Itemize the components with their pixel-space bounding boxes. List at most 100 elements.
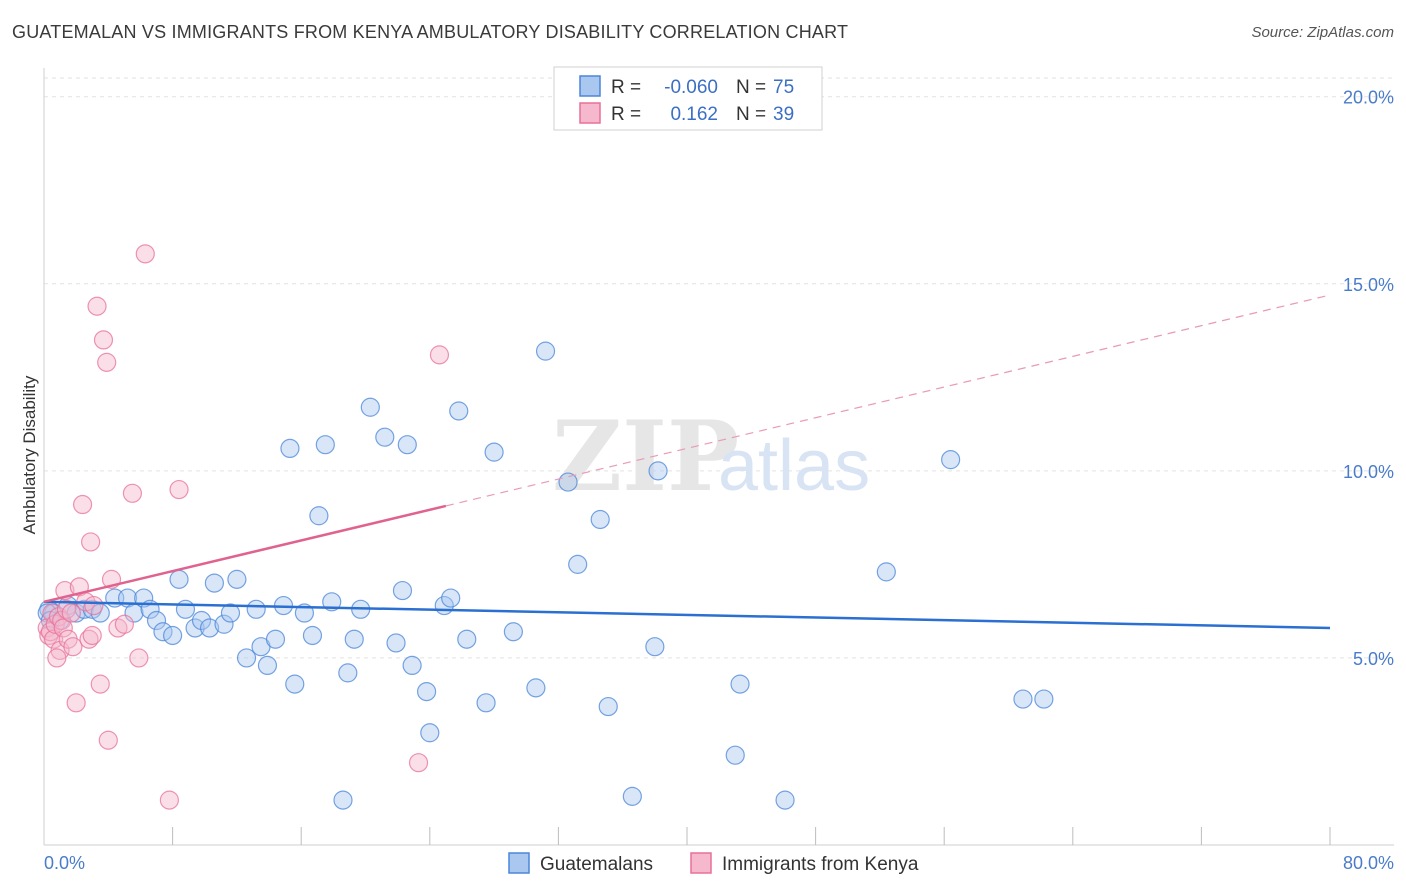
point-guatemalans-71 xyxy=(1013,689,1033,709)
point-guatemalans-16 xyxy=(169,569,189,589)
y-tick-label-1: 10.0% xyxy=(1343,462,1394,482)
y-tick-label-3: 20.0% xyxy=(1343,88,1394,108)
bottom-legend-label-guatemalans: Guatemalans xyxy=(540,854,653,875)
point-guatemalans-69 xyxy=(876,562,896,582)
point-guatemalans-42 xyxy=(360,397,380,417)
series-kenya xyxy=(37,244,450,810)
point-guatemalans-70 xyxy=(941,450,961,470)
point-guatemalans-26 xyxy=(246,599,266,619)
point-kenya-19 xyxy=(79,629,99,649)
point-guatemalans-28 xyxy=(257,655,278,676)
trend-guatemalans xyxy=(43,600,1331,630)
point-kenya-20 xyxy=(82,625,102,646)
point-kenya-37 xyxy=(408,753,429,773)
x-tick-min: 0.0% xyxy=(44,853,85,873)
point-guatemalans-29 xyxy=(265,629,286,649)
point-guatemalans-45 xyxy=(392,580,413,601)
point-guatemalans-59 xyxy=(558,472,578,492)
point-kenya-27 xyxy=(98,730,118,750)
point-guatemalans-60 xyxy=(568,554,588,574)
point-guatemalans-37 xyxy=(322,592,342,612)
point-guatemalans-48 xyxy=(416,681,437,702)
legend-n-label-pink: N = xyxy=(736,104,766,125)
point-guatemalans-31 xyxy=(280,438,300,459)
point-kenya-34 xyxy=(159,790,179,810)
point-kenya-26 xyxy=(97,352,117,372)
legend-swatch-pink xyxy=(579,102,601,124)
point-guatemalans-39 xyxy=(338,663,358,683)
point-guatemalans-66 xyxy=(725,745,745,765)
point-kenya-35 xyxy=(169,479,189,500)
legend-r-value-pink: 0.162 xyxy=(670,104,718,125)
point-kenya-36 xyxy=(47,648,67,668)
legend-swatch-blue xyxy=(579,75,601,97)
point-guatemalans-20 xyxy=(199,618,220,638)
legend-n-label-blue: N = xyxy=(736,77,766,98)
point-guatemalans-53 xyxy=(457,629,477,649)
point-kenya-25 xyxy=(93,330,114,350)
point-guatemalans-51 xyxy=(441,588,461,608)
trend-kenya-solid xyxy=(43,504,447,604)
point-kenya-38 xyxy=(429,345,450,365)
point-guatemalans-72 xyxy=(1034,689,1054,709)
point-kenya-13 xyxy=(61,603,81,623)
axes xyxy=(43,68,1394,846)
point-guatemalans-52 xyxy=(449,401,469,421)
point-kenya-9 xyxy=(53,618,73,638)
series-guatemalans xyxy=(37,341,1054,810)
point-guatemalans-17 xyxy=(175,599,196,619)
point-guatemalans-63 xyxy=(622,786,642,806)
point-guatemalans-23 xyxy=(220,603,241,623)
point-kenya-31 xyxy=(122,483,143,503)
point-guatemalans-18 xyxy=(185,618,205,638)
series-legend: Guatemalans Immigrants from Kenya xyxy=(508,852,919,875)
point-guatemalans-22 xyxy=(214,614,234,634)
point-guatemalans-65 xyxy=(648,461,668,481)
point-guatemalans-25 xyxy=(236,648,257,668)
point-guatemalans-55 xyxy=(484,442,504,462)
legend-r-value-blue: -0.060 xyxy=(664,77,718,98)
bottom-legend-swatch-guatemalans xyxy=(508,852,530,874)
point-guatemalans-19 xyxy=(191,610,212,631)
x-tick-max: 80.0% xyxy=(1343,853,1394,873)
legend-r-label-blue: R = xyxy=(611,77,641,98)
point-guatemalans-36 xyxy=(315,435,335,455)
point-kenya-33 xyxy=(135,244,155,264)
point-guatemalans-57 xyxy=(526,678,546,698)
point-guatemalans-58 xyxy=(535,341,556,361)
point-kenya-22 xyxy=(84,595,104,616)
point-kenya-6 xyxy=(48,607,69,627)
point-guatemalans-56 xyxy=(503,622,523,642)
chart-title: GUATEMALAN VS IMMIGRANTS FROM KENYA AMBU… xyxy=(12,22,849,42)
y-tick-labels: 5.0% 10.0% 15.0% 20.0% xyxy=(1343,88,1394,669)
y-tick-label-2: 15.0% xyxy=(1343,275,1394,295)
point-guatemalans-34 xyxy=(302,625,323,646)
point-guatemalans-24 xyxy=(227,569,247,589)
point-kenya-8 xyxy=(52,610,72,631)
point-guatemalans-43 xyxy=(375,427,395,447)
point-kenya-17 xyxy=(72,494,93,515)
point-guatemalans-54 xyxy=(476,693,496,713)
point-guatemalans-40 xyxy=(344,629,364,649)
point-guatemalans-62 xyxy=(598,696,618,717)
point-kenya-30 xyxy=(114,614,134,634)
point-guatemalans-13 xyxy=(146,610,167,631)
point-guatemalans-46 xyxy=(397,435,417,455)
point-guatemalans-68 xyxy=(775,790,795,810)
trend-lines xyxy=(43,294,1331,630)
trend-kenya-dashed xyxy=(445,294,1331,507)
point-guatemalans-44 xyxy=(386,633,406,653)
bottom-legend-swatch-kenya xyxy=(690,852,712,874)
point-kenya-32 xyxy=(129,648,149,668)
legend-n-value-pink: 39 xyxy=(773,104,794,125)
point-guatemalans-67 xyxy=(730,674,750,694)
legend-r-label-pink: R = xyxy=(611,104,641,125)
watermark-zip: ZIP xyxy=(552,400,739,513)
point-guatemalans-49 xyxy=(420,723,440,743)
point-guatemalans-64 xyxy=(645,637,665,657)
point-kenya-24 xyxy=(90,674,110,694)
point-guatemalans-38 xyxy=(333,790,353,810)
point-kenya-14 xyxy=(63,637,83,657)
grid-lines xyxy=(44,77,1394,659)
